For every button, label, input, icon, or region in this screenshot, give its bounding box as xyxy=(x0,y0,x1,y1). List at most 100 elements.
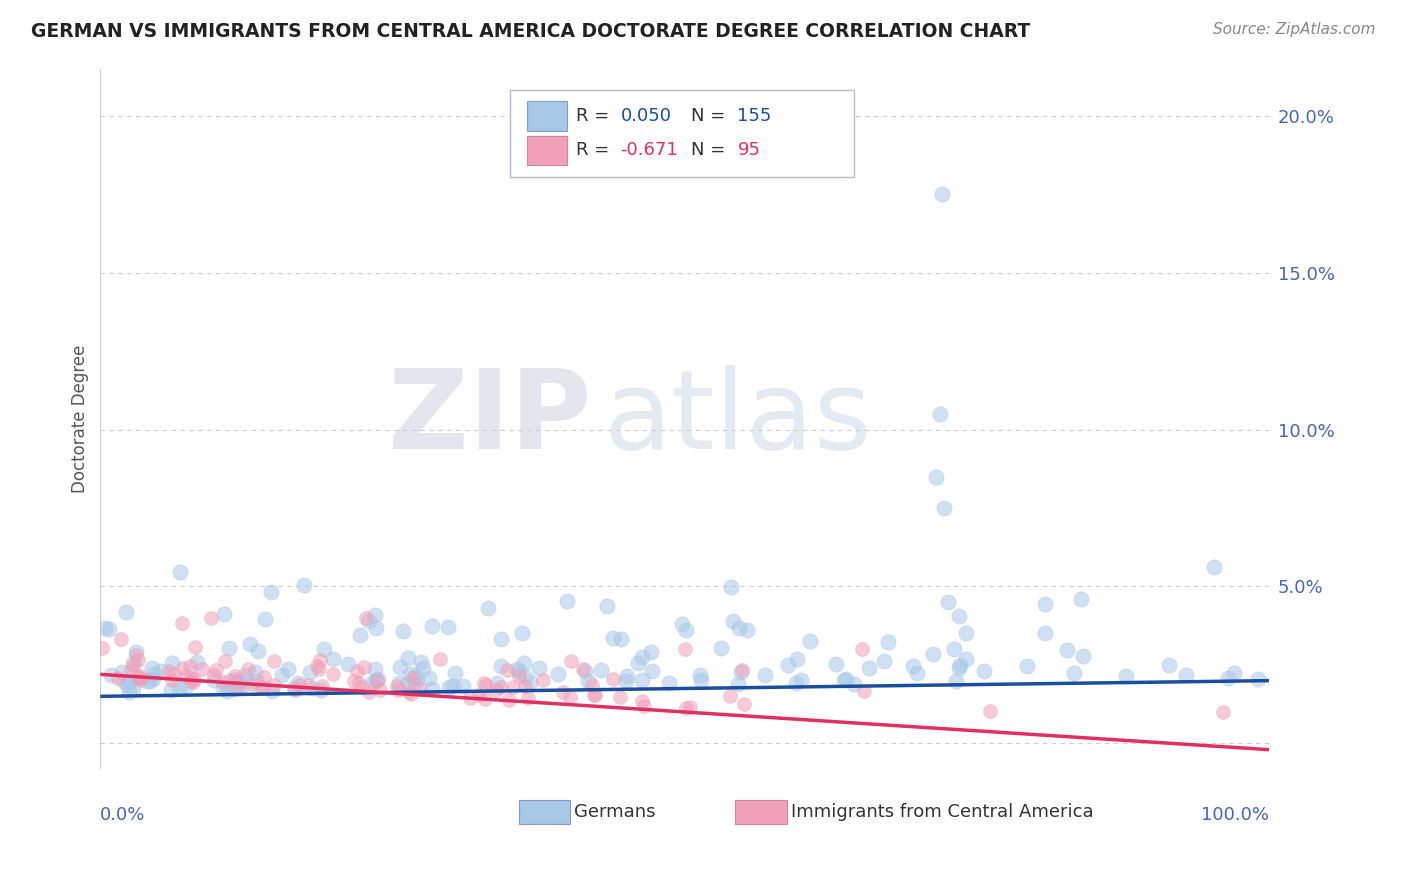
Point xyxy=(366,621,388,635)
Point xyxy=(127,670,149,684)
Point xyxy=(498,693,520,707)
FancyBboxPatch shape xyxy=(735,800,786,824)
Point xyxy=(441,679,464,693)
Point xyxy=(934,500,956,515)
Point xyxy=(110,632,132,646)
Point xyxy=(150,664,173,678)
Point xyxy=(172,661,194,675)
FancyBboxPatch shape xyxy=(519,800,571,824)
Point xyxy=(322,667,344,681)
Point xyxy=(184,640,207,654)
Point xyxy=(1246,672,1268,686)
Text: ZIP: ZIP xyxy=(388,365,592,472)
Point xyxy=(616,668,638,682)
Point xyxy=(245,673,267,688)
Point xyxy=(271,668,294,682)
Point xyxy=(675,701,697,715)
Point xyxy=(236,662,259,676)
Point xyxy=(121,658,143,673)
FancyBboxPatch shape xyxy=(527,102,567,131)
Point xyxy=(115,605,138,619)
Point xyxy=(710,640,733,655)
Point xyxy=(160,673,183,688)
Point xyxy=(235,668,257,682)
Point xyxy=(398,685,420,699)
Point xyxy=(630,694,652,708)
Point xyxy=(949,657,972,672)
Point xyxy=(721,614,744,628)
Point xyxy=(408,681,430,696)
Point xyxy=(903,659,925,673)
Point xyxy=(955,652,977,666)
Point xyxy=(489,658,512,673)
Point xyxy=(873,655,896,669)
Point xyxy=(136,674,159,689)
Point xyxy=(263,678,285,692)
Text: N =: N = xyxy=(690,142,731,160)
Point xyxy=(576,673,599,688)
Point xyxy=(94,621,117,635)
Point xyxy=(311,680,333,694)
Point xyxy=(785,676,807,690)
Point xyxy=(309,653,332,667)
Point xyxy=(1115,669,1137,683)
Point xyxy=(91,641,114,656)
Point xyxy=(321,652,343,666)
Point xyxy=(727,677,749,691)
Point xyxy=(858,661,880,675)
Point xyxy=(627,657,650,671)
Point xyxy=(287,678,309,692)
Point xyxy=(444,665,467,680)
Point xyxy=(558,690,581,704)
Point xyxy=(142,673,165,687)
Text: 0.050: 0.050 xyxy=(620,107,672,125)
Point xyxy=(180,671,202,685)
Point xyxy=(354,611,377,625)
Point xyxy=(475,677,498,691)
Text: -0.671: -0.671 xyxy=(620,142,678,160)
Point xyxy=(350,680,373,694)
Point xyxy=(513,670,536,684)
Point xyxy=(1063,666,1085,681)
Point xyxy=(778,657,800,672)
Point xyxy=(557,593,579,607)
Text: 155: 155 xyxy=(738,107,772,125)
Point xyxy=(387,679,409,693)
Point xyxy=(174,679,197,693)
FancyBboxPatch shape xyxy=(527,136,567,165)
Point xyxy=(1218,671,1240,685)
Point xyxy=(298,665,321,680)
Point xyxy=(212,607,235,621)
Point xyxy=(754,668,776,682)
Point xyxy=(945,674,967,689)
Point xyxy=(240,677,263,691)
Point xyxy=(117,685,139,699)
Point xyxy=(834,672,856,686)
Point xyxy=(308,662,330,676)
Point xyxy=(718,690,741,704)
Point xyxy=(502,680,524,694)
Point xyxy=(169,565,191,579)
Point xyxy=(387,682,409,697)
FancyBboxPatch shape xyxy=(509,89,855,177)
Point xyxy=(474,692,496,706)
Point xyxy=(948,661,970,675)
Point xyxy=(730,665,752,679)
Point xyxy=(250,681,273,695)
Point xyxy=(477,600,499,615)
Point xyxy=(396,675,419,690)
Point xyxy=(115,678,138,692)
Point xyxy=(942,642,965,657)
Point xyxy=(218,674,240,689)
Point xyxy=(160,657,183,671)
Y-axis label: Doctorate Degree: Doctorate Degree xyxy=(72,344,89,492)
Point xyxy=(404,669,426,683)
Point xyxy=(297,678,319,692)
Point xyxy=(506,662,529,676)
Point xyxy=(1033,626,1056,640)
Point xyxy=(1033,598,1056,612)
Point xyxy=(508,669,530,683)
Point xyxy=(641,665,664,679)
Point xyxy=(367,672,389,686)
Point xyxy=(451,679,474,693)
